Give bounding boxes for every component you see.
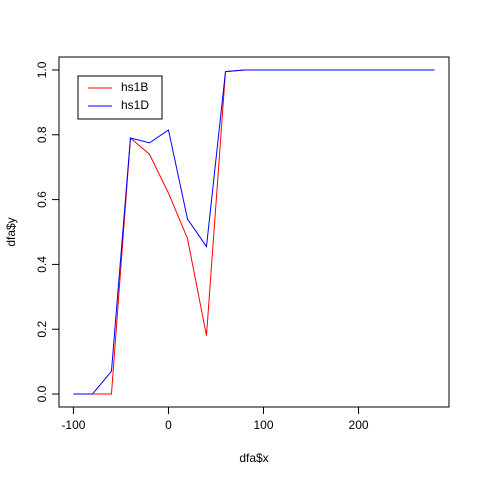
x-tick-label: 100 xyxy=(253,418,273,432)
y-tick-label: 0.6 xyxy=(35,191,49,208)
legend-box xyxy=(77,75,163,120)
x-tick-label: 200 xyxy=(349,418,369,432)
legend-label: hs1D xyxy=(121,98,149,112)
x-axis-label: dfa$x xyxy=(239,451,268,465)
y-tick-label: 0.4 xyxy=(35,256,49,273)
x-tick-label: 0 xyxy=(165,418,172,432)
y-tick-label: 0.8 xyxy=(35,126,49,143)
y-axis-label: dfa$y xyxy=(4,217,18,246)
y-tick-label: 0.0 xyxy=(35,385,49,402)
y-tick-label: 1.0 xyxy=(35,61,49,78)
x-tick-label: -100 xyxy=(61,418,85,432)
y-tick-label: 0.2 xyxy=(35,321,49,338)
legend-label: hs1B xyxy=(121,80,148,94)
line-series xyxy=(73,69,435,395)
